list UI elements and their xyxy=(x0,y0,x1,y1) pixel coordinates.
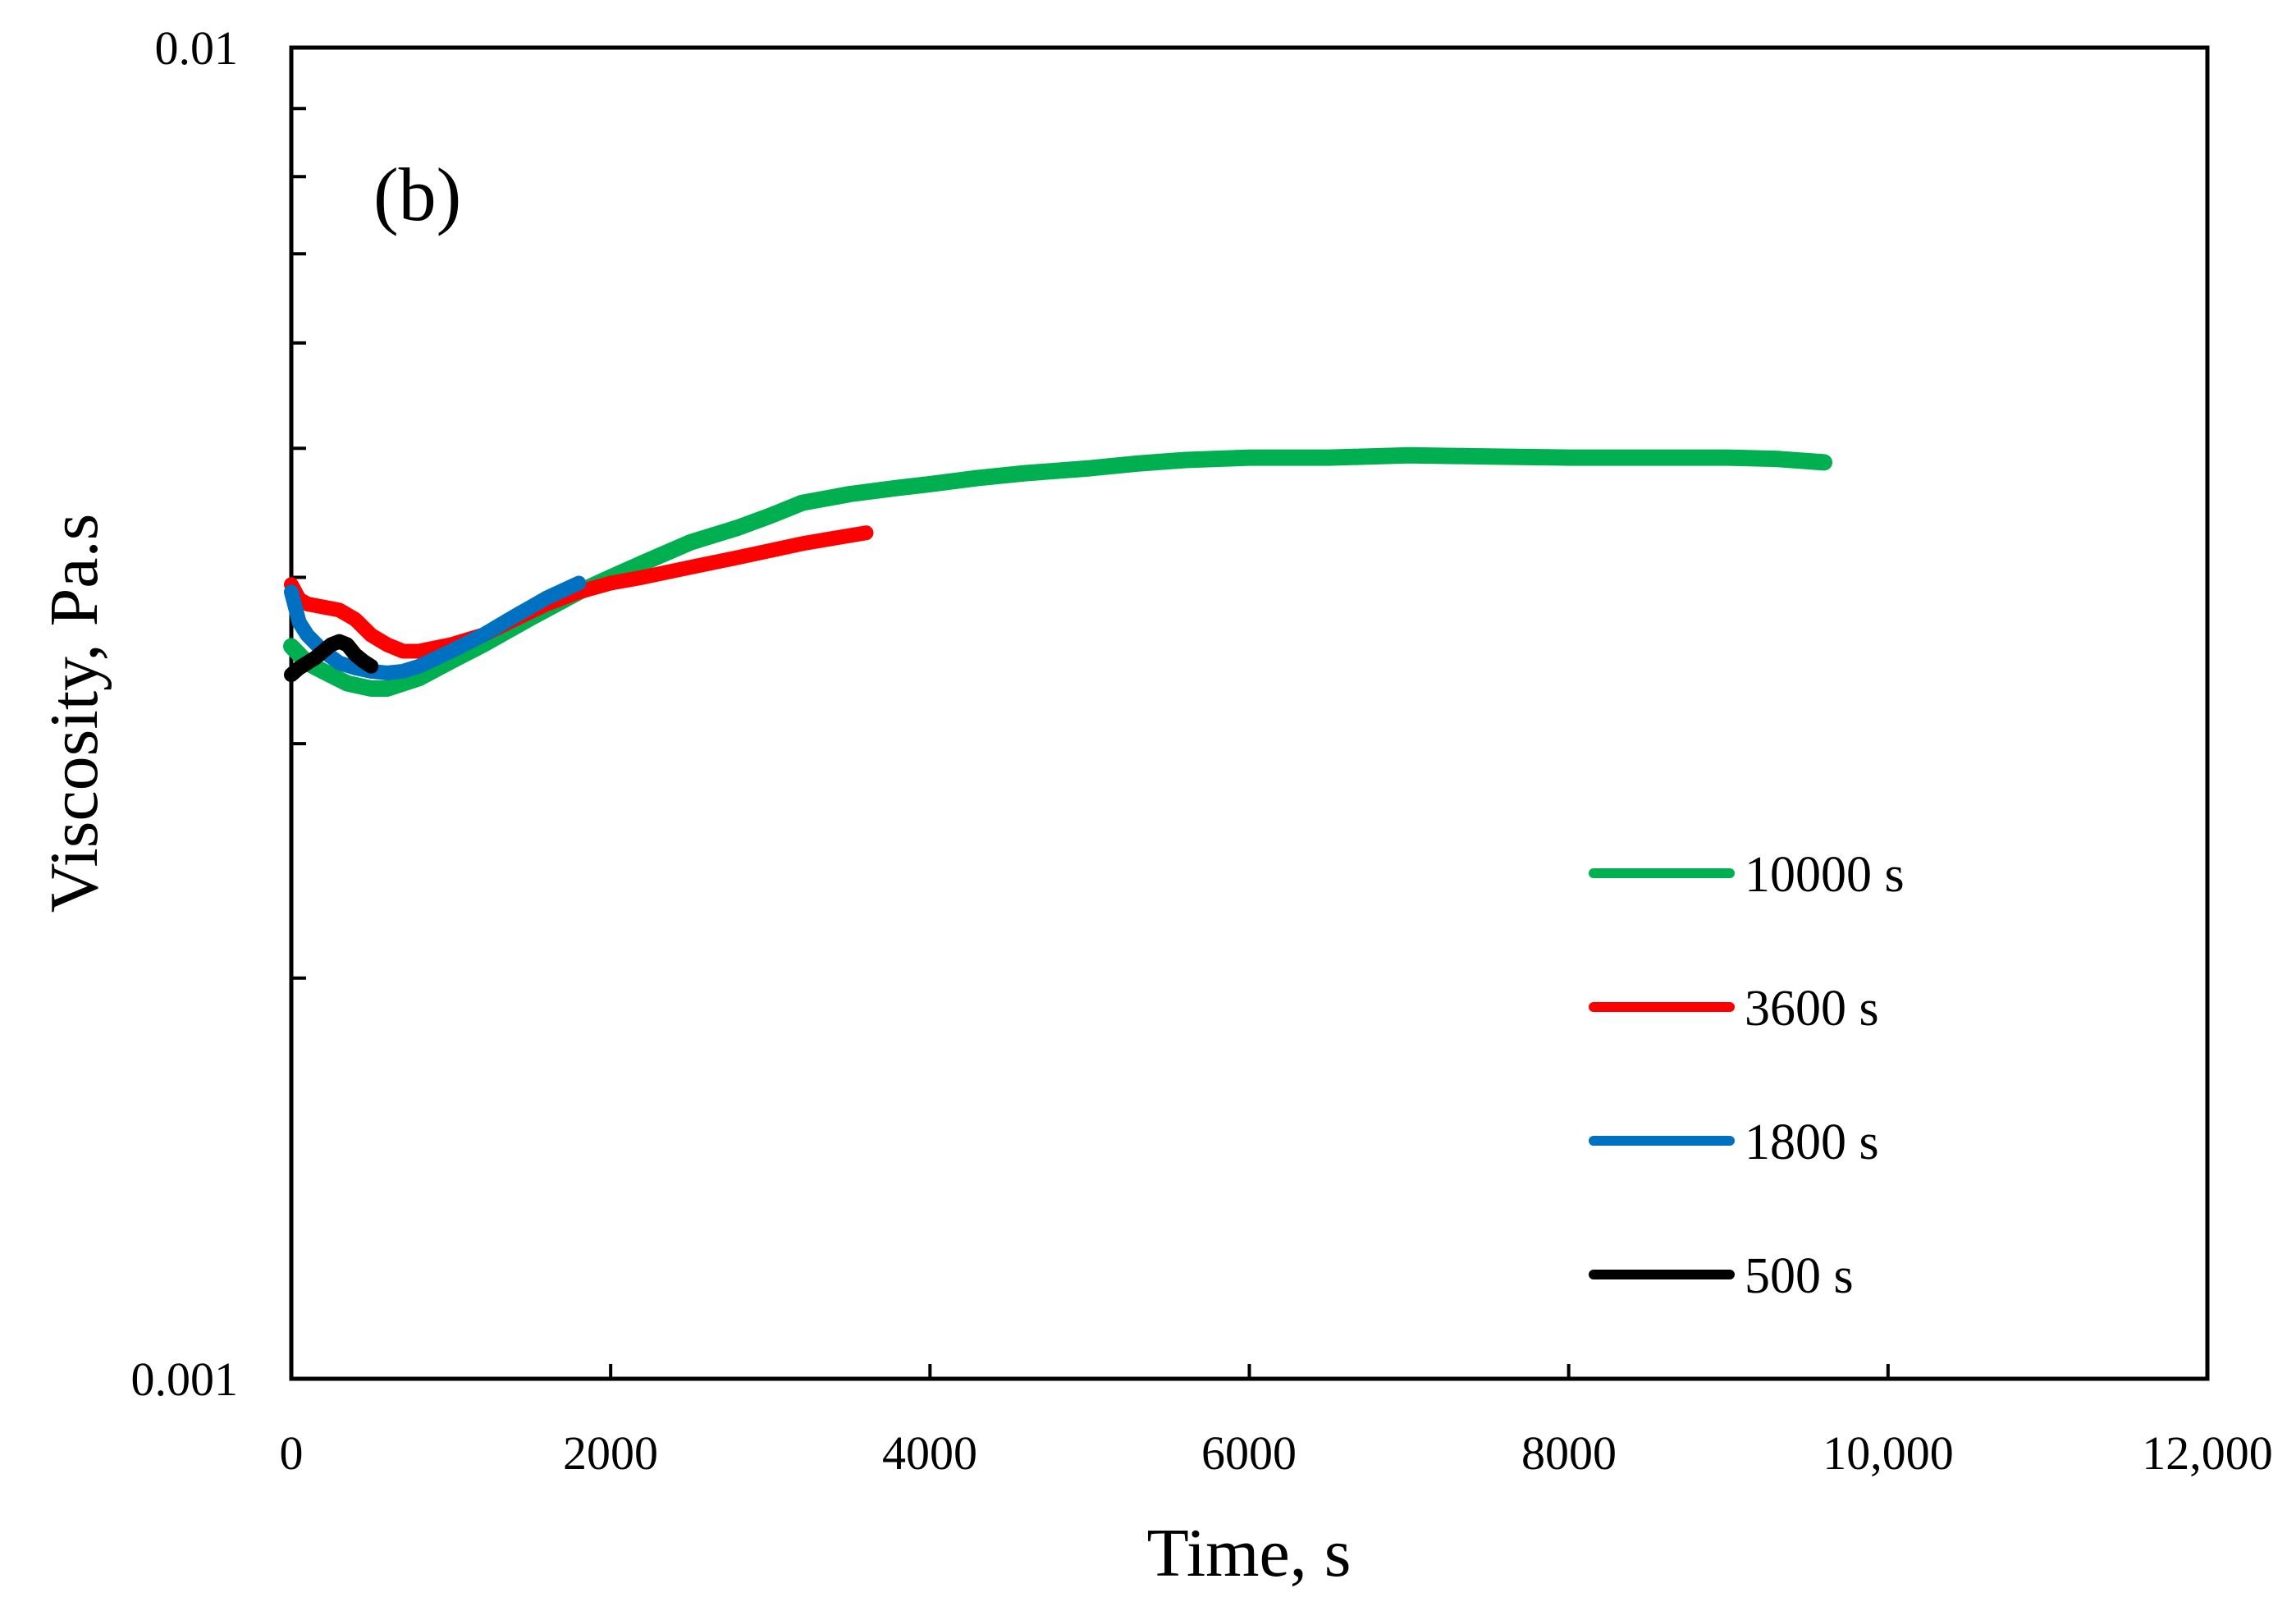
x-tick-label-0: 0 xyxy=(280,1426,304,1480)
legend-label-1800s: 1800 s xyxy=(1745,1115,1879,1170)
legend-label-3600s: 3600 s xyxy=(1745,981,1879,1037)
x-axis-title: Time, s xyxy=(1146,1515,1351,1591)
y-axis-title: Viscosity, Pa.s xyxy=(36,514,112,913)
x-tick-label-2000: 2000 xyxy=(563,1426,658,1480)
legend: 10000 s 3600 s 1800 s 500 s xyxy=(1589,847,1905,1304)
x-tick-label-12000: 12,000 xyxy=(2142,1426,2273,1480)
x-tick-label-10000: 10,000 xyxy=(1823,1426,1954,1480)
series-line-3600s xyxy=(284,525,874,659)
x-tick-label-4000: 4000 xyxy=(882,1426,977,1480)
series-line-1800s xyxy=(284,575,587,680)
axis-ticks xyxy=(290,46,2209,1380)
series-line-10000s xyxy=(283,446,1832,697)
panel-label: (b) xyxy=(373,153,461,236)
y-tick-label-top: 0.01 xyxy=(155,21,239,75)
series-layer xyxy=(283,446,1832,697)
legend-label-10000s: 10000 s xyxy=(1745,847,1905,903)
x-tick-label-6000: 6000 xyxy=(1201,1426,1297,1480)
y-tick-label-bottom: 0.001 xyxy=(131,1353,239,1406)
legend-label-500s: 500 s xyxy=(1745,1248,1854,1304)
x-tick-label-8000: 8000 xyxy=(1521,1426,1617,1480)
plot-frame xyxy=(289,45,2210,1381)
series-line-500s xyxy=(284,634,379,683)
